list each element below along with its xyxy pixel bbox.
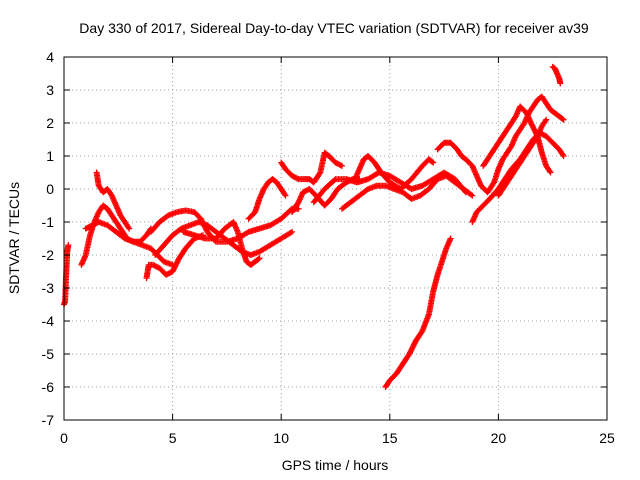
series-arc-13 [339, 172, 476, 212]
y-tick-label: -2 [42, 247, 55, 263]
x-axis-label: GPS time / hours [282, 457, 389, 473]
series-arc-19 [549, 63, 564, 87]
y-axis-label: SDTVAR / TECUs [6, 182, 22, 294]
data-point [126, 225, 133, 232]
series-arc-11 [289, 176, 363, 216]
data-point [547, 169, 554, 176]
y-tick-label: -5 [42, 346, 55, 362]
series-arc-20 [382, 235, 454, 390]
data-point [281, 191, 288, 198]
data-point [447, 235, 454, 242]
x-tick-label: 10 [273, 430, 289, 446]
data-point [560, 116, 567, 123]
data-point [469, 192, 476, 199]
data-point [256, 255, 263, 262]
data-point [468, 191, 475, 198]
series-arc-18 [495, 116, 550, 199]
plot-border [63, 56, 608, 421]
data-points [61, 63, 567, 390]
data-point [339, 162, 346, 169]
series-arc-8 [180, 219, 263, 268]
series-arc-15 [434, 93, 567, 196]
x-tick-label: 25 [599, 430, 615, 446]
grid [64, 57, 607, 420]
y-tick-label: 2 [46, 115, 54, 131]
data-point [557, 80, 564, 87]
axis-ticks: 0 5 10 15 20 25 -7 -6 -5 -4 -3 -2 -1 0 1 2 3 4 [42, 49, 615, 446]
data-point [289, 228, 296, 235]
data-point [490, 180, 497, 187]
data-point [559, 115, 566, 122]
y-tick-label: -1 [42, 214, 55, 230]
y-tick-label: -3 [42, 280, 55, 296]
x-tick-label: 20 [491, 430, 507, 446]
y-tick-label: 3 [46, 82, 54, 98]
series-arc-9 [245, 176, 289, 222]
data-point [560, 153, 567, 159]
chart-title: Day 330 of 2017, Sidereal Day-to-day VTE… [79, 20, 589, 36]
data-point [430, 159, 437, 166]
data-point [429, 158, 436, 165]
y-tick-label: -6 [42, 379, 55, 395]
y-tick-label: -7 [42, 412, 55, 428]
y-tick-label: 0 [46, 181, 54, 197]
data-point [542, 118, 549, 125]
series-arc-10 [278, 149, 346, 186]
data-point [125, 224, 132, 231]
data-point [337, 162, 344, 169]
data-point [294, 175, 301, 182]
series-arc-14 [352, 153, 437, 192]
data-point [282, 192, 289, 199]
x-tick-label: 5 [169, 430, 177, 446]
data-point [316, 170, 323, 177]
data-point [65, 242, 72, 249]
x-tick-label: 15 [382, 430, 398, 446]
data-point [546, 168, 553, 175]
y-tick-label: 1 [46, 148, 54, 164]
data-point [255, 256, 262, 263]
series-arc-4 [93, 169, 133, 232]
data-point [543, 116, 550, 123]
x-tick-label: 0 [60, 430, 68, 446]
y-tick-label: -4 [42, 313, 55, 329]
y-tick-label: 4 [46, 49, 54, 65]
data-point [559, 151, 566, 158]
